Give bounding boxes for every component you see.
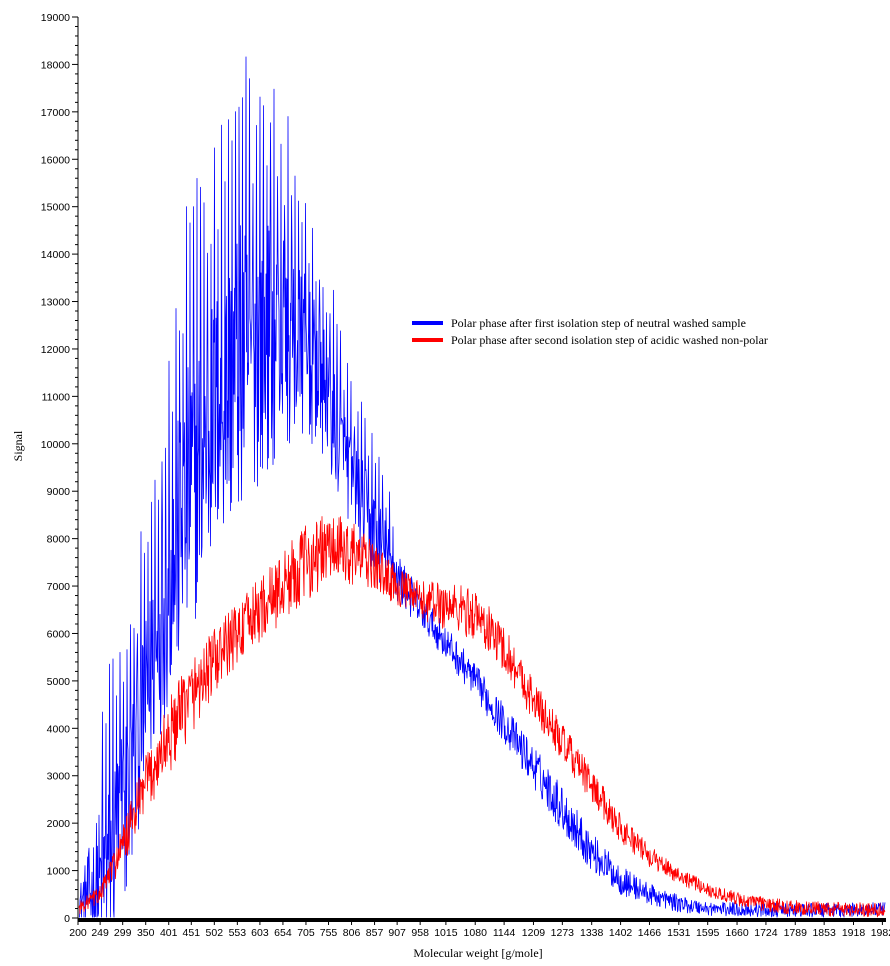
y-tick-label: 13000 [41,297,70,309]
x-tick-label: 1982 [871,927,890,939]
x-tick-label: 755 [320,927,338,939]
legend-label-1: Polar phase after first isolation step o… [451,316,746,330]
x-tick-label: 249 [91,927,109,939]
y-tick-label: 11000 [42,391,71,403]
y-tick-label: 8000 [47,534,71,546]
x-tick-label: 1660 [725,927,749,939]
x-tick-label: 654 [274,927,292,939]
x-tick-label: 857 [366,927,384,939]
x-tick-label: 1789 [784,927,808,939]
y-tick-label: 1000 [47,866,71,878]
x-tick-label: 451 [183,927,201,939]
y-tick-label: 14000 [41,249,70,261]
x-tick-label: 350 [137,927,155,939]
x-tick-label: 1531 [667,927,691,939]
x-tick-label: 1918 [842,927,866,939]
x-tick-label: 1209 [522,927,546,939]
x-tick-label: 1853 [812,927,836,939]
y-tick-label: 9000 [47,486,71,498]
x-tick-label: 1466 [638,927,662,939]
series-line-2 [78,516,886,918]
x-tick-label: 1273 [551,927,575,939]
y-tick-label: 19000 [41,12,70,24]
series-lines [78,56,886,918]
x-tick-label: 200 [69,927,87,939]
series-line-1 [79,56,886,918]
x-tick-label: 1144 [493,927,516,939]
x-tick-label: 1338 [580,927,604,939]
x-tick-label: 1080 [464,927,488,939]
x-tick-label: 1724 [754,927,778,939]
y-tick-label: 3000 [47,771,71,783]
x-tick-label: 1015 [434,927,458,939]
y-tick-label: 15000 [41,202,70,214]
x-axis-title: Molecular weight [g/mole] [413,946,542,960]
y-tick-label: 18000 [41,59,70,71]
x-tick-label: 806 [343,927,361,939]
y-tick-label: 10000 [41,439,70,451]
x-tick-label: 553 [229,927,247,939]
x-tick-label: 907 [388,927,406,939]
y-tick-label: 4000 [47,723,71,735]
y-axis: 0 1000 2000 3000 4000 5000 6000 7000 8000 9000 100… [41,12,79,925]
x-tick-label: 603 [251,927,269,939]
x-tick-label: 705 [297,927,315,939]
x-tick-label: 1595 [696,927,720,939]
y-tick-label: 0 [64,913,70,925]
y-tick-label: 2000 [47,818,71,830]
y-axis-title: Signal [11,430,25,461]
x-tick-label: 401 [160,927,178,939]
y-tick-label: 5000 [47,676,71,688]
y-tick-label: 17000 [41,107,70,119]
legend-label-2: Polar phase after second isolation step … [451,333,768,347]
x-tick-label: 958 [411,927,429,939]
x-axis-line [78,918,886,922]
y-tick-label: 16000 [41,154,70,166]
x-axis: 200 249 299 350 401 451 502 553 603 654 705 755 806 8… [69,918,890,939]
legend: Polar phase after first isolation step o… [412,316,768,347]
x-tick-label: 299 [114,927,132,939]
y-tick-label: 6000 [47,628,71,640]
y-tick-label: 12000 [41,344,70,356]
x-tick-label: 1402 [609,927,633,939]
x-tick-label: 502 [206,927,224,939]
y-tick-label: 7000 [47,581,71,593]
